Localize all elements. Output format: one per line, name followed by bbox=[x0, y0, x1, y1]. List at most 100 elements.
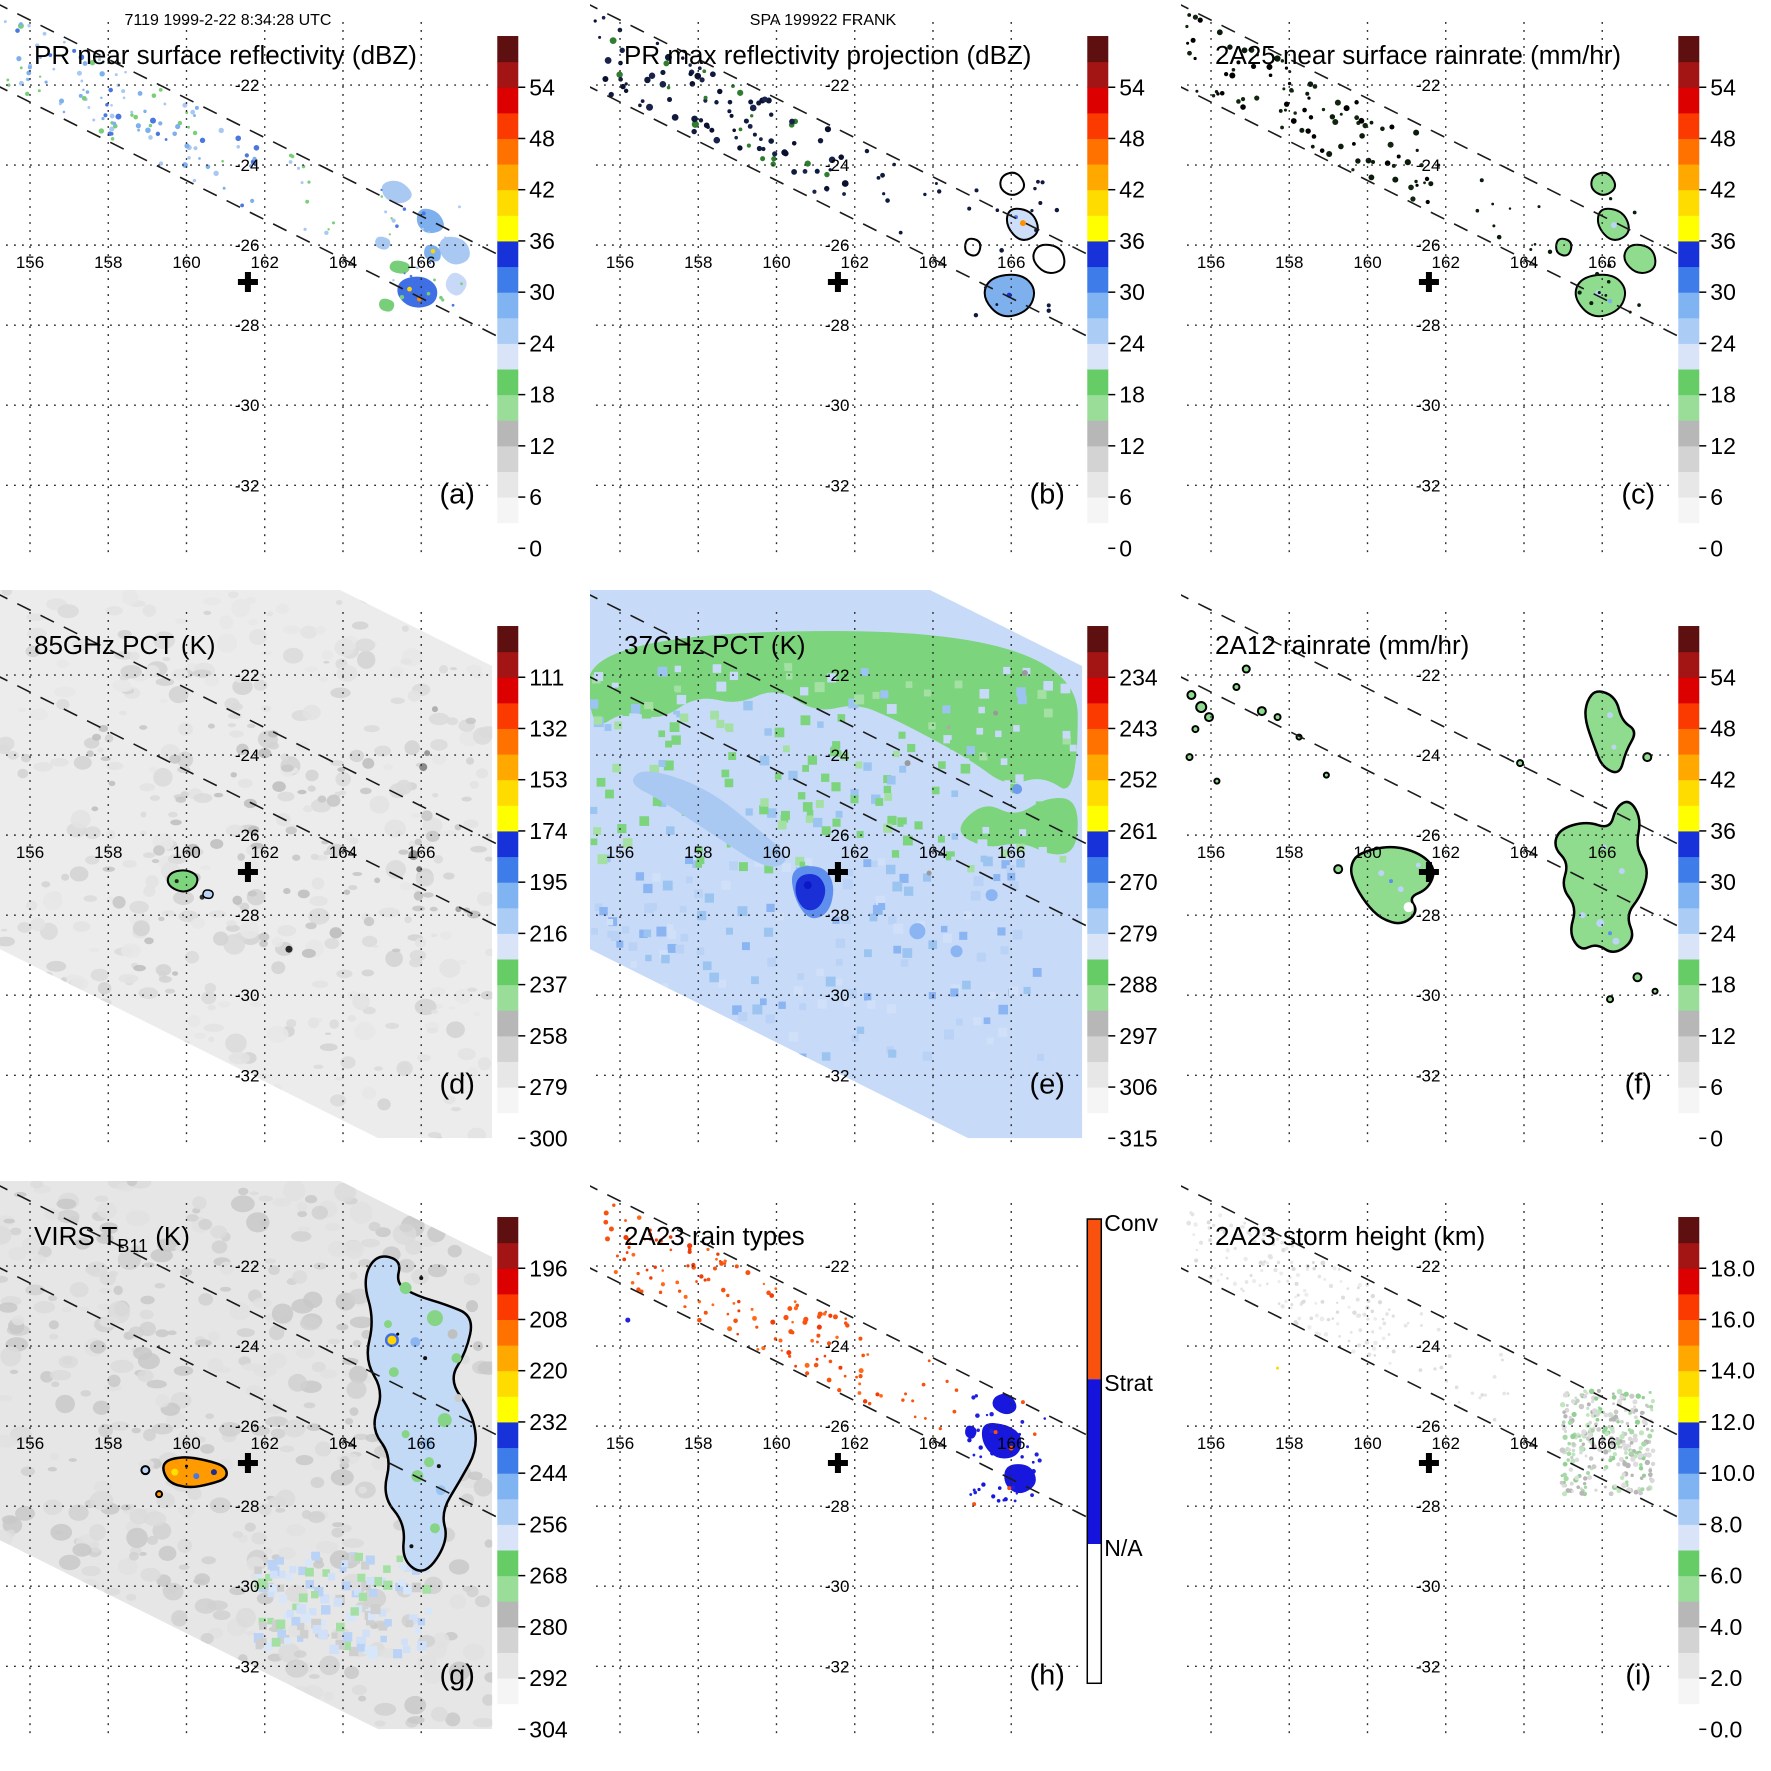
data-dot-field bbox=[1559, 1388, 1656, 1497]
data-blob bbox=[633, 771, 786, 867]
data-spot bbox=[384, 1319, 393, 1328]
panel-c: 156 158 160 162 164 166 -22 -24 -26 -28 -30 -32 2A25… bbox=[1180, 0, 1771, 590]
data-spot bbox=[193, 1472, 200, 1479]
storm-center-cross bbox=[828, 271, 849, 292]
colorbar-tick-label: 12.0 bbox=[1710, 1409, 1755, 1435]
lon-label: 158 bbox=[1275, 843, 1303, 862]
lat-label: -30 bbox=[1416, 396, 1441, 415]
lat-label: -30 bbox=[235, 1577, 260, 1596]
panel-i-canvas: 156 158 160 162 164 166 -22 -24 -26 -28 -30 -32 2A23… bbox=[1180, 1184, 1755, 1742]
storm-center-cross bbox=[1418, 271, 1439, 292]
panel-title: 2A25 near surface rainrate (mm/hr) bbox=[1215, 40, 1621, 70]
colorbar-tick-label: 252 bbox=[1120, 767, 1158, 793]
colorbar-tick-label: 6.0 bbox=[1710, 1562, 1742, 1588]
data-spot bbox=[1012, 784, 1023, 795]
lon-label: 166 bbox=[997, 843, 1025, 862]
data-spot bbox=[946, 725, 951, 730]
storm-center-cross bbox=[237, 1452, 258, 1473]
panel-letter-label: (b) bbox=[1030, 478, 1065, 510]
colorbar-tick-label: 220 bbox=[529, 1357, 567, 1383]
colorbar-tick-label: 234 bbox=[1120, 665, 1159, 691]
data-spot bbox=[909, 923, 926, 940]
data-spot bbox=[285, 946, 293, 954]
data-blob bbox=[960, 798, 1079, 855]
colorbar-tick-label: 54 bbox=[1120, 74, 1146, 100]
storm-center-cross bbox=[1418, 1452, 1439, 1473]
colorbar-tick-label: 12 bbox=[1710, 433, 1736, 459]
lat-label: -22 bbox=[1416, 76, 1441, 95]
panel-d: 156 158 160 162 164 166 -22 -24 -26 -28 -30 -32 85GH… bbox=[0, 590, 590, 1180]
data-spot bbox=[1033, 1431, 1037, 1436]
data-blob bbox=[166, 869, 199, 893]
lat-label: -32 bbox=[1416, 1657, 1441, 1676]
data-blob bbox=[416, 208, 444, 234]
lon-label: 166 bbox=[1588, 253, 1616, 272]
lat-label: -22 bbox=[235, 76, 260, 95]
data-dot-field bbox=[865, 148, 942, 235]
lon-label: 164 bbox=[919, 1434, 947, 1453]
lon-label: 158 bbox=[1275, 1434, 1303, 1453]
lat-label: -24 bbox=[1416, 746, 1441, 765]
lat-label: -22 bbox=[825, 666, 850, 685]
lat-lon-gridlines bbox=[6, 1202, 495, 1733]
panel-d-canvas: 156 158 160 162 164 166 -22 -24 -26 -28 -30 -32 85GH… bbox=[0, 590, 568, 1152]
lat-label: -32 bbox=[1416, 1067, 1441, 1086]
colorbar: 196 208 220 232 244 256 268 280 292 304 bbox=[497, 1216, 568, 1742]
data-spot bbox=[1611, 744, 1617, 750]
colorbar: 54 48 42 36 30 24 18 12 6 0 bbox=[1087, 36, 1146, 561]
lat-label: -24 bbox=[825, 1337, 850, 1356]
data-spot bbox=[1595, 919, 1604, 928]
data-dot-field bbox=[1475, 178, 1552, 255]
colorbar-tick-label: 18 bbox=[1120, 382, 1146, 408]
colorbar-tick-label: 196 bbox=[529, 1255, 567, 1281]
lon-label: 162 bbox=[1431, 843, 1459, 862]
colorbar-tick-label: 6 bbox=[1710, 1074, 1723, 1100]
data-spot bbox=[1191, 725, 1200, 734]
lat-label: -22 bbox=[1416, 666, 1441, 685]
lat-label: -24 bbox=[235, 156, 260, 175]
panel-title: PR max reflectivity projection (dBZ) bbox=[624, 40, 1031, 70]
swath-edge-lines bbox=[1180, 1184, 1679, 1518]
lat-lon-gridlines bbox=[1186, 612, 1675, 1143]
lat-label: -26 bbox=[825, 1417, 850, 1436]
panel-title: VIRS TB11 (K) bbox=[34, 1221, 190, 1256]
data-blob bbox=[1032, 243, 1066, 274]
lon-label: 158 bbox=[94, 253, 122, 272]
data-layers bbox=[1185, 1210, 1656, 1497]
colorbar-tick-label: 6 bbox=[1120, 484, 1133, 510]
colorbar: 54 48 42 36 30 24 18 12 6 0 bbox=[1677, 626, 1736, 1152]
colorbar-tick-label: 297 bbox=[1120, 1023, 1158, 1049]
lat-label: -26 bbox=[825, 236, 850, 255]
swath-edge-lines bbox=[0, 594, 498, 928]
colorbar-tick-label: 237 bbox=[529, 972, 567, 998]
lon-label: 158 bbox=[94, 843, 122, 862]
data-spot bbox=[466, 1299, 479, 1312]
data-blob bbox=[375, 236, 391, 250]
colorbar-tick-label: 279 bbox=[1120, 921, 1158, 947]
lon-label: 160 bbox=[172, 1434, 200, 1453]
lat-label: -24 bbox=[825, 156, 850, 175]
lon-label: 166 bbox=[1588, 1434, 1616, 1453]
data-blob bbox=[1554, 237, 1572, 257]
lat-label: -28 bbox=[1416, 316, 1441, 335]
data-spot bbox=[399, 1281, 412, 1294]
colorbar-tick-label: 30 bbox=[1710, 869, 1736, 895]
panel-letter-label: (f) bbox=[1624, 1069, 1651, 1101]
data-dot-field bbox=[3, 20, 260, 208]
lon-label: 166 bbox=[407, 843, 435, 862]
texture-mottle bbox=[0, 590, 493, 1139]
lat-label: -24 bbox=[825, 746, 850, 765]
lon-label: 158 bbox=[1275, 253, 1303, 272]
colorbar-tick-label: 14.0 bbox=[1710, 1357, 1755, 1383]
data-spot bbox=[904, 760, 911, 767]
data-dot-field bbox=[590, 663, 1077, 875]
colorbar-tick-label: 54 bbox=[1710, 665, 1736, 691]
lon-label: 160 bbox=[1353, 253, 1381, 272]
panel-a-canvas: 156 158 160 162 164 166 -22 -24 -26 -28 -30 -32 PR n… bbox=[0, 4, 555, 561]
colorbar-tick-label: 48 bbox=[1710, 125, 1736, 151]
lat-label: -26 bbox=[235, 236, 260, 255]
lon-label: 166 bbox=[997, 1434, 1025, 1453]
data-spot bbox=[185, 1464, 189, 1468]
data-spot bbox=[431, 706, 438, 713]
colorbar: Conv Strat N/A bbox=[1086, 1210, 1159, 1684]
